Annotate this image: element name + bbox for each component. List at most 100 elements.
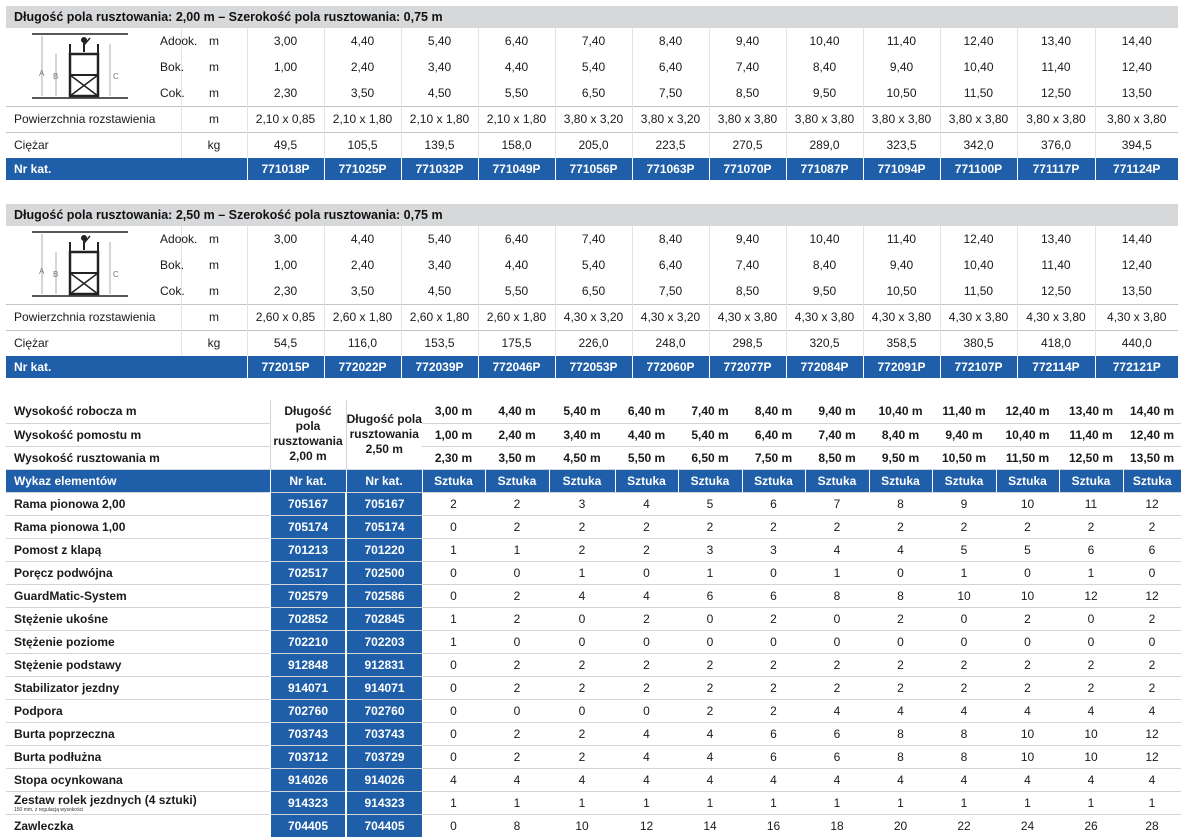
unit-cell: m (180, 226, 247, 252)
material-quantity: 1 (485, 791, 549, 815)
value-cell: 3,80 x 3,80 (1094, 105, 1178, 132)
material-quantity: 2 (485, 653, 549, 677)
material-quantity: 0 (422, 699, 485, 723)
dimension-letter: B (160, 258, 169, 272)
row-label: Powierzchnia rozstawienia (6, 303, 181, 330)
material-quantity: 4 (805, 768, 869, 792)
material-quantity: 0 (422, 722, 485, 746)
material-quantity: 6 (742, 722, 805, 746)
value-cell: 3,80 x 3,80 (1016, 105, 1095, 132)
material-quantity: 2 (869, 515, 932, 539)
diagram-dimension-label: B (53, 72, 58, 81)
area-row: Powierzchnia rozstawienia m 2,60 x 0,85 2,6… (6, 303, 1178, 330)
catalog-number: 771025P (323, 158, 401, 180)
value-cell: 7,40 (554, 28, 632, 54)
material-quantity: 0 (996, 630, 1059, 654)
catalog-number: 771063P (631, 158, 709, 180)
catalog-number: 772053P (554, 356, 632, 378)
height-value: 6,40 m (615, 400, 678, 424)
unit-header: Sztuka (421, 469, 485, 493)
material-quantity: 9 (932, 492, 996, 516)
material-quantity: 8 (869, 492, 932, 516)
material-row: Stężenie podstawy 912848 912831 0 2 2 2 2 2 2 2 2 2 2… (6, 653, 1181, 677)
value-cell: 11,40 (1016, 252, 1095, 278)
material-name-text: GuardMatic-System (14, 588, 127, 603)
material-quantity: 8 (869, 722, 932, 746)
material-quantity: 2 (805, 653, 869, 677)
catalog-number: 771117P (1016, 158, 1095, 180)
dimension-letter: B (160, 60, 169, 74)
material-name: Burta poprzeczna (6, 722, 270, 746)
material-quantity: 4 (869, 699, 932, 723)
catalog-number: 771124P (1094, 158, 1178, 180)
value-cell: 3,50 (323, 80, 401, 106)
value-cell: 3,80 x 3,80 (939, 105, 1017, 132)
material-quantity: 2 (1123, 515, 1181, 539)
material-quantity: 6 (678, 584, 742, 608)
material-kat-250: 704405 (345, 814, 422, 837)
height-value: 2,40 m (485, 423, 549, 447)
value-cell: 4,40 (477, 54, 555, 80)
unit-cell: m (180, 28, 247, 54)
value-cell: 12,40 (939, 226, 1017, 252)
material-quantity: 2 (742, 699, 805, 723)
value-cell: 6,40 (631, 252, 709, 278)
material-kat-200: 701213 (269, 538, 346, 562)
materials-table: Wysokość robocza m Długość pola rusztowan… (6, 400, 1181, 837)
material-row: Stężenie ukośne 702852 702845 1 2 0 2 0 2 0 2 0 2 0 2 (6, 607, 1181, 631)
height-value: 9,40 m (932, 423, 996, 447)
dimension-approx: ok. (168, 85, 185, 100)
value-cell: 10,40 (939, 54, 1017, 80)
material-quantity: 22 (932, 814, 996, 837)
height-value: 13,40 m (1059, 400, 1123, 424)
value-cell: 2,10 x 1,80 (400, 105, 478, 132)
column-title-200: Długość pola rusztowania 2,00 m (269, 400, 346, 470)
material-quantity: 28 (1123, 814, 1181, 837)
value-cell: 4,30 x 3,80 (1016, 303, 1095, 330)
material-row: Rama pionowa 2,00 705167 705167 2 2 3 4 5 6 7 8 9 10… (6, 492, 1181, 516)
material-quantity: 0 (805, 607, 869, 631)
material-quantity: 2 (615, 538, 678, 562)
material-quantity: 0 (1059, 607, 1123, 631)
material-quantity: 0 (549, 607, 615, 631)
material-quantity: 10 (996, 745, 1059, 769)
value-cell: 2,40 (323, 54, 401, 80)
value-cell: 9,50 (785, 80, 863, 106)
material-quantity: 1 (678, 791, 742, 815)
dimension-approx: ok. (168, 60, 185, 74)
material-quantity: 2 (485, 722, 549, 746)
value-cell: 2,10 x 1,80 (477, 105, 555, 132)
material-quantity: 5 (996, 538, 1059, 562)
material-quantity: 6 (742, 584, 805, 608)
height-value: 2,30 m (422, 446, 485, 470)
value-cell: 2,60 x 0,85 (246, 303, 324, 330)
catalog-number: 771100P (939, 158, 1017, 180)
material-quantity: 0 (485, 699, 549, 723)
value-cell: 2,60 x 1,80 (400, 303, 478, 330)
material-quantity: 0 (678, 607, 742, 631)
value-cell: 13,40 (1016, 226, 1095, 252)
material-kat-250: 702586 (345, 584, 422, 608)
unit-header: Sztuka (677, 469, 742, 493)
row-label: Ciężar (6, 329, 181, 356)
material-quantity: 2 (742, 515, 805, 539)
material-quantity: 1 (1059, 791, 1123, 815)
material-quantity: 2 (869, 653, 932, 677)
material-name: Stężenie ukośne (6, 607, 270, 631)
value-cell: 8,40 (631, 28, 709, 54)
value-cell: 440,0 (1094, 329, 1178, 356)
material-kat-200: 705167 (269, 492, 346, 516)
value-cell: 8,40 (631, 226, 709, 252)
value-cell: 11,50 (939, 80, 1017, 106)
material-quantity: 2 (549, 653, 615, 677)
material-quantity: 26 (1059, 814, 1123, 837)
material-quantity: 24 (996, 814, 1059, 837)
material-kat-200: 702852 (269, 607, 346, 631)
value-cell: 3,80 x 3,80 (708, 105, 786, 132)
height-value: 6,50 m (678, 446, 742, 470)
value-cell: 9,40 (708, 28, 786, 54)
height-value: 9,50 m (869, 446, 932, 470)
value-cell: 2,60 x 1,80 (477, 303, 555, 330)
